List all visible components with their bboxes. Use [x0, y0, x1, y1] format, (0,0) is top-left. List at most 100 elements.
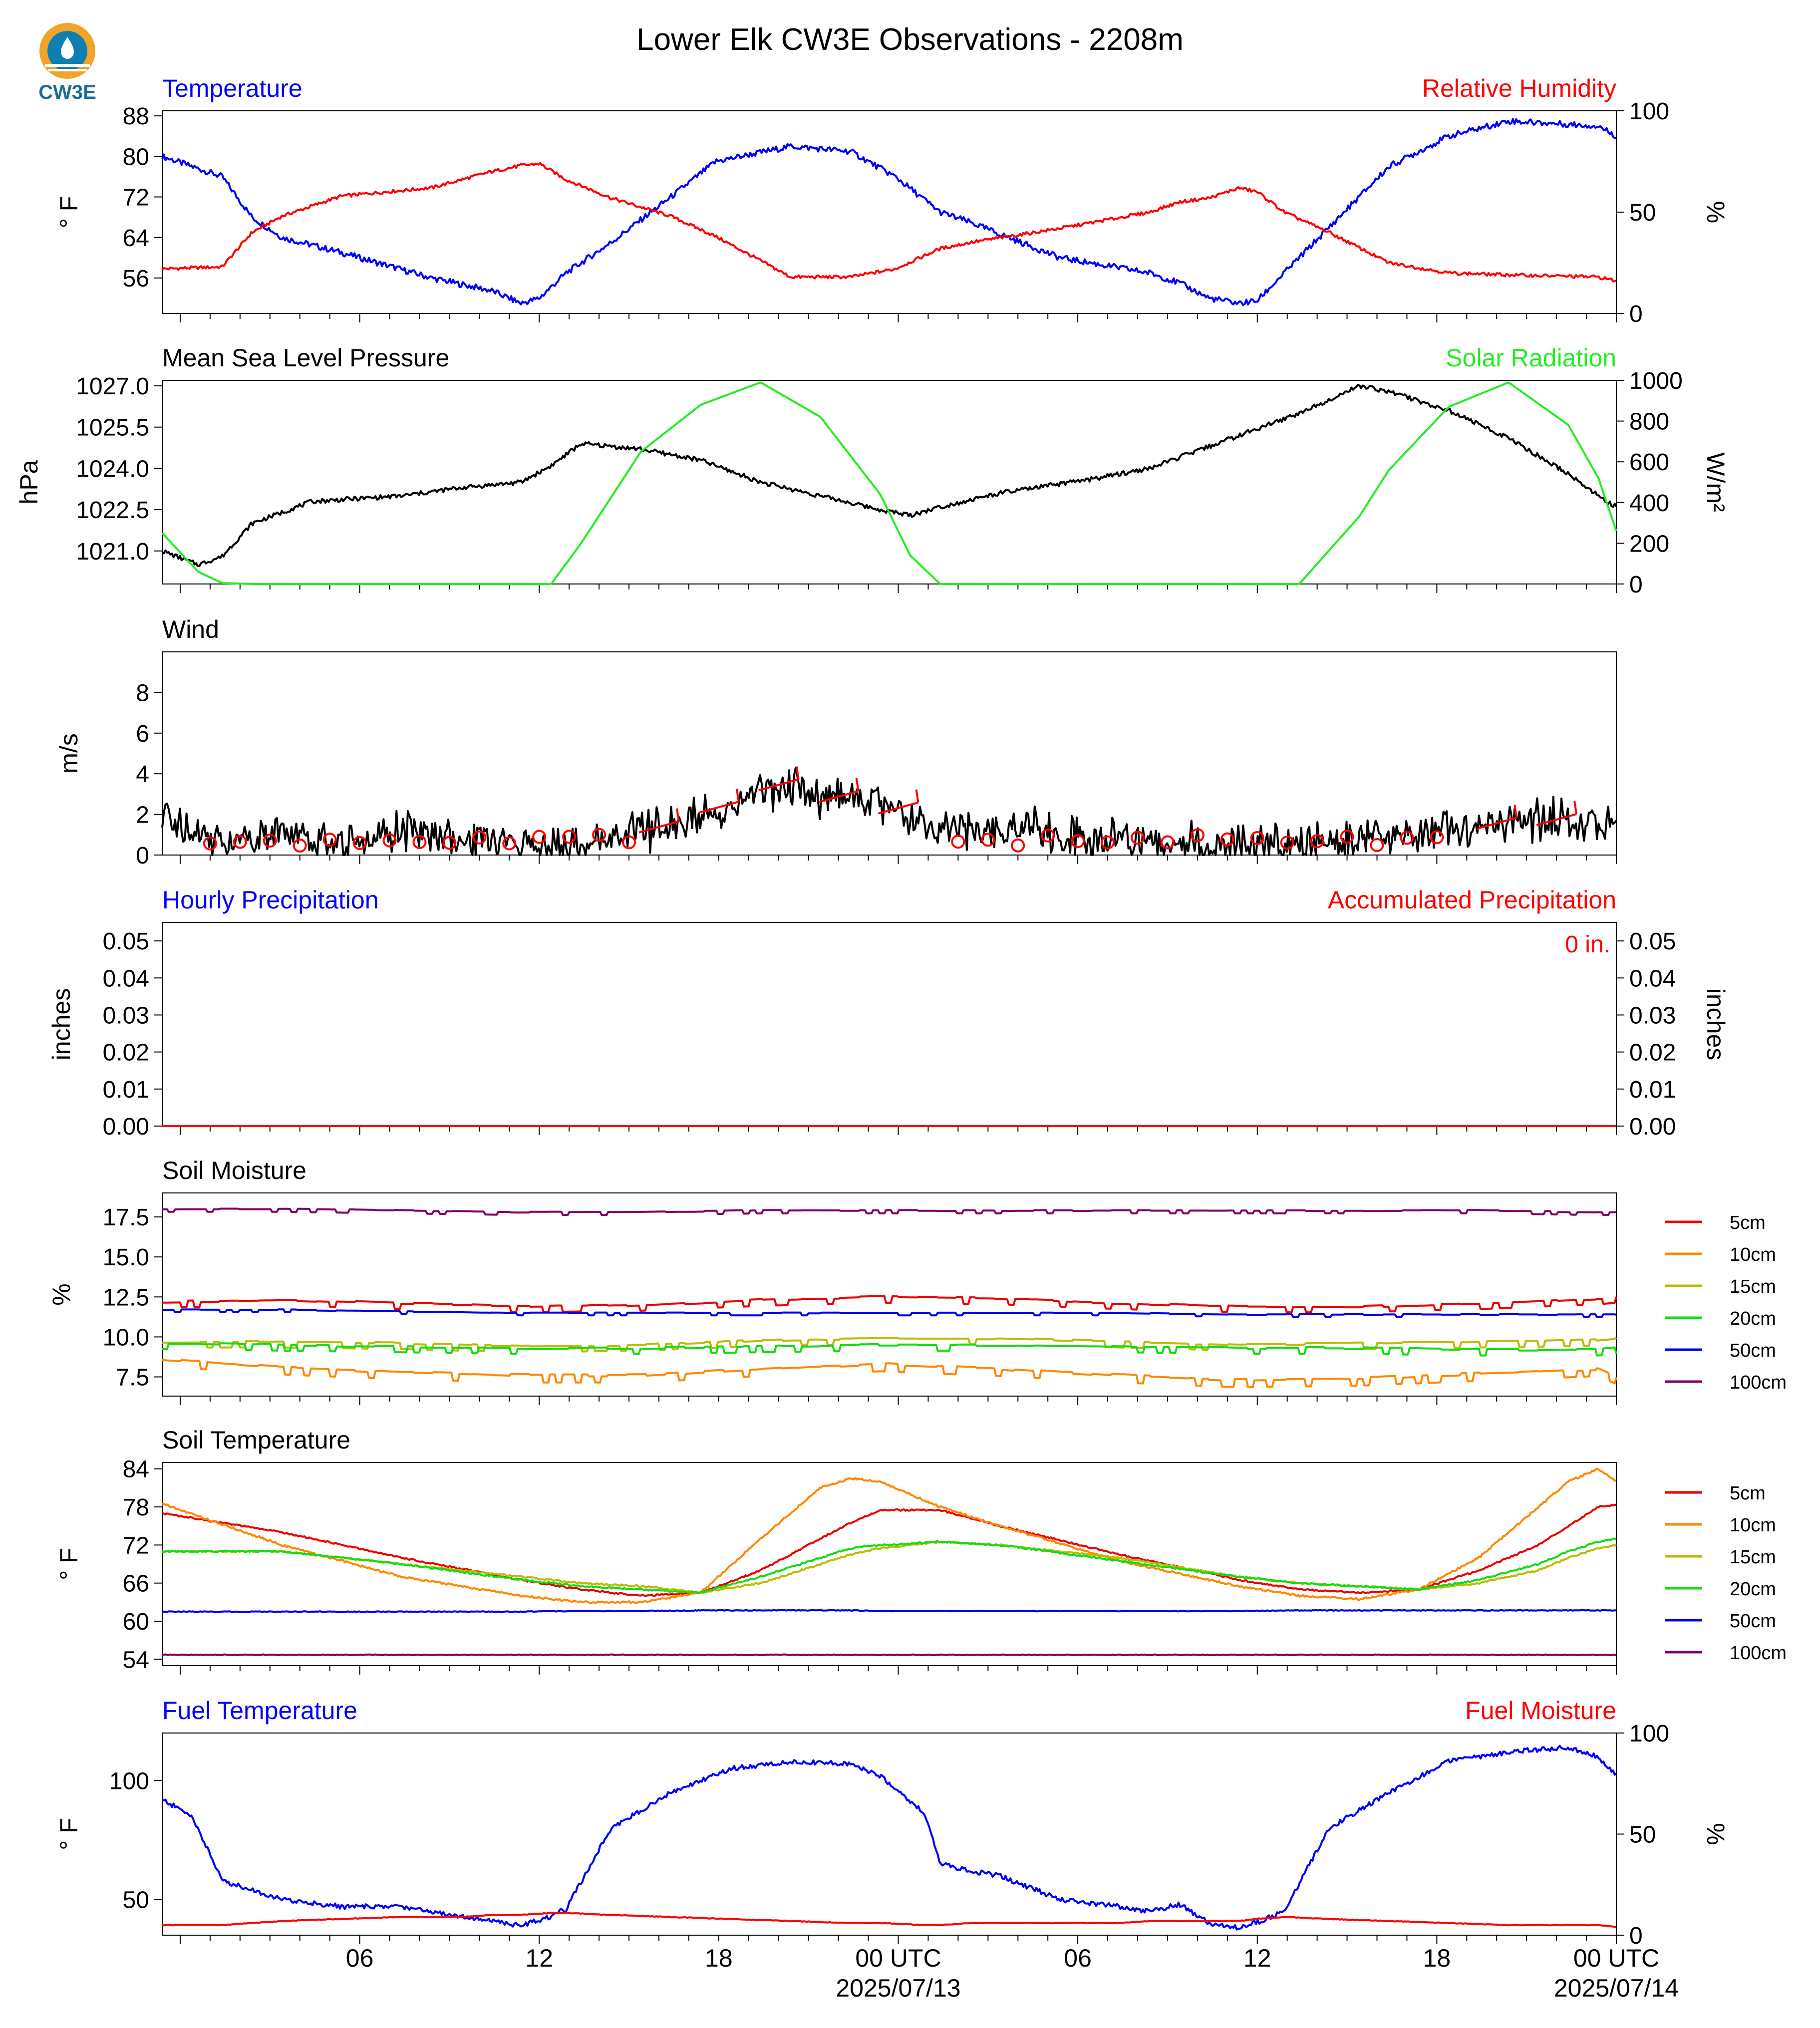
legend-label: 20cm: [1730, 1308, 1776, 1329]
series-line-d20: [162, 1342, 1617, 1357]
calm-wind-marker: [1041, 828, 1055, 843]
y2-tick-label: 800: [1629, 409, 1669, 435]
y-tick-label: 17.5: [103, 1204, 149, 1231]
y2-tick-label: 0.01: [1629, 1077, 1676, 1103]
legends: 5cm10cm15cm20cm50cm100cm5cm10cm15cm20cm5…: [1665, 1212, 1787, 1664]
wind-barb-flag: [1514, 805, 1518, 818]
wind-barb: [818, 790, 859, 803]
calm-wind-marker: [1190, 828, 1205, 843]
wind-barb-flag: [675, 808, 680, 822]
y2-axis-label: inches: [1702, 988, 1730, 1061]
series-line-d5: [162, 1503, 1617, 1598]
panel-title-right: Accumulated Precipitation: [1328, 886, 1616, 914]
wind-barb-flag: [915, 789, 919, 803]
calm-wind-marker: [203, 836, 217, 851]
calm-wind-marker: [233, 835, 247, 849]
cw3e-logo-text: CW3E: [38, 81, 96, 103]
y2-tick-label: 0.03: [1629, 1002, 1676, 1029]
y-tick-label: 6: [136, 721, 149, 747]
panel-4: Soil Moisture 7.5 10.0 12.5 15.0 17.5%: [47, 1157, 1617, 1405]
y-tick-label: 0.03: [103, 1002, 149, 1029]
calm-wind-marker: [293, 839, 307, 853]
x-tick-label: 12: [525, 1944, 553, 1972]
plot-frame: [162, 1192, 1617, 1397]
series-line-d50: [162, 1308, 1617, 1318]
series-line-rh: [161, 162, 1617, 283]
y2-tick-label: 200: [1629, 531, 1669, 557]
legend-label: 50cm: [1730, 1611, 1776, 1632]
y-tick-label: 0.02: [103, 1040, 149, 1066]
plot-frame: [162, 922, 1617, 1127]
panel-title-left: Hourly Precipitation: [162, 886, 379, 914]
panel-title-left: Soil Temperature: [162, 1426, 350, 1454]
panel-title-left: Temperature: [162, 74, 303, 102]
plot-frame: [162, 651, 1617, 856]
y-tick-label: 64: [123, 225, 149, 252]
y-tick-label: 12.5: [103, 1284, 149, 1311]
accumulated-precip-annotation: 0 in.: [1565, 931, 1610, 958]
y2-axis-label: W/m²: [1702, 452, 1730, 512]
y2-tick-label: 0.02: [1629, 1040, 1676, 1066]
y-axis-label: inches: [47, 988, 75, 1061]
series-line-fuel_temp: [161, 1744, 1617, 1931]
legend-label: 50cm: [1730, 1340, 1776, 1361]
y2-tick-label: 600: [1629, 449, 1669, 476]
y-tick-label: 7.5: [116, 1365, 149, 1391]
series-line-d100: [162, 1207, 1617, 1216]
calm-wind-marker: [442, 836, 457, 850]
y-tick-label: 8: [136, 680, 149, 706]
y-tick-label: 1025.5: [76, 415, 149, 441]
calm-wind-marker: [322, 833, 337, 847]
y-tick-label: 0: [136, 843, 149, 869]
series-line-d20: [162, 1537, 1617, 1594]
legend-label: 100cm: [1730, 1372, 1787, 1393]
series-line-d10: [162, 1359, 1617, 1389]
panel-title-right: Fuel Moisture: [1465, 1697, 1616, 1725]
y-tick-label: 78: [123, 1494, 149, 1521]
legend-label: 20cm: [1730, 1579, 1776, 1600]
series-line-d5: [162, 1295, 1617, 1314]
calm-wind-marker: [1250, 831, 1264, 846]
panel-title-left: Wind: [162, 615, 219, 643]
panel-title-left: Fuel Temperature: [162, 1697, 357, 1725]
y-tick-label: 56: [123, 266, 149, 292]
y-tick-label: 4: [136, 761, 149, 788]
y-axis-label: m/s: [55, 733, 83, 774]
legend-label: 5cm: [1730, 1483, 1766, 1504]
y-axis-label: ° F: [55, 1548, 83, 1580]
y-tick-label: 0.01: [103, 1077, 149, 1103]
cw3e-logo: CW3E: [30, 20, 105, 105]
x-date-label: 2025/07/14: [1554, 1974, 1679, 2002]
calm-wind-marker: [622, 835, 636, 850]
series-line-solar: [161, 381, 1617, 585]
series-line-wind: [161, 767, 1617, 856]
series-line-d50: [162, 1609, 1617, 1613]
wind-barb-flag: [855, 778, 860, 792]
plot-frame: [162, 110, 1617, 314]
y-tick-label: 50: [123, 1887, 149, 1914]
wind-barb-flag: [795, 766, 800, 780]
y2-tick-label: 0.05: [1629, 928, 1676, 955]
series-line-pressure: [162, 383, 1617, 568]
calm-wind-marker: [951, 835, 965, 849]
calm-wind-marker: [382, 833, 397, 848]
y-axis-label: ° F: [55, 1818, 83, 1850]
plot-frame: [162, 380, 1617, 584]
calm-wind-marker: [532, 830, 547, 844]
legend-label: 10cm: [1730, 1515, 1776, 1536]
y-tick-label: 80: [123, 144, 149, 170]
y2-tick-label: 400: [1629, 490, 1669, 517]
y-tick-label: 88: [123, 103, 149, 130]
calm-wind-marker: [981, 833, 995, 847]
plot-frame: [162, 1462, 1617, 1666]
legend-soil-moisture: 5cm 10cm 15cm 20cm 50cm 100cm: [1665, 1212, 1787, 1393]
y-tick-label: 60: [123, 1609, 149, 1635]
y2-tick-label: 0.04: [1629, 965, 1676, 992]
panel-3: Hourly Precipitation Accumulated Precipit…: [47, 886, 1730, 1140]
y2-axis-label: %: [1702, 201, 1730, 223]
y2-axis-label: %: [1702, 1823, 1730, 1845]
x-date-label: 2025/07/13: [836, 1974, 960, 2002]
series-line-d10: [162, 1467, 1617, 1604]
x-tick-label: 18: [705, 1944, 733, 1972]
y-tick-label: 1024.0: [76, 456, 149, 482]
